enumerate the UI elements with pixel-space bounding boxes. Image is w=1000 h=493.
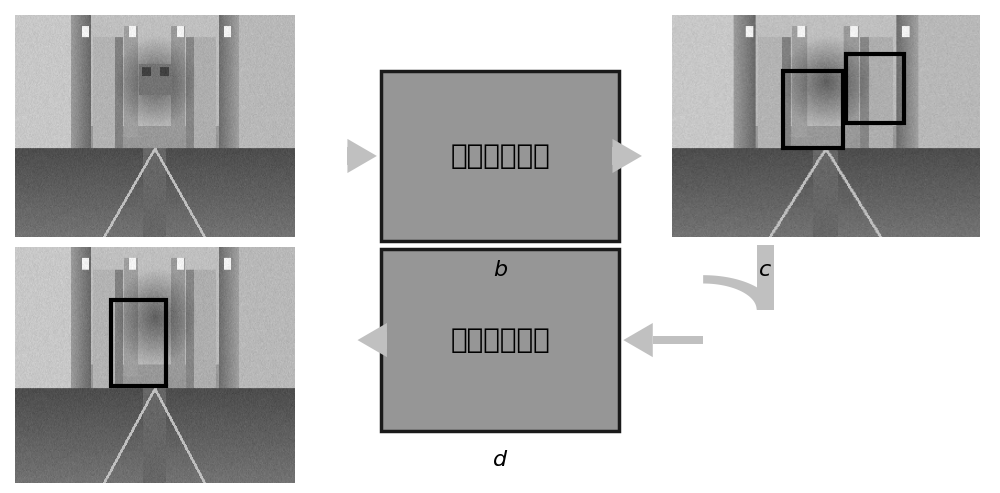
Bar — [783, 71, 843, 148]
Bar — [110, 300, 166, 386]
Polygon shape — [623, 323, 653, 357]
Text: 图像分类网络: 图像分类网络 — [450, 326, 550, 354]
Bar — [377, 331, 387, 349]
Bar — [347, 147, 358, 165]
Bar — [612, 147, 623, 165]
Bar — [757, 245, 774, 310]
Text: 目标检测网络: 目标检测网络 — [450, 142, 550, 170]
Bar — [381, 249, 619, 431]
Bar — [381, 70, 619, 242]
Polygon shape — [347, 139, 377, 173]
Text: a: a — [238, 260, 252, 281]
Text: e: e — [238, 450, 252, 470]
Text: d: d — [493, 450, 507, 470]
Polygon shape — [703, 275, 774, 310]
Bar — [653, 336, 703, 344]
Polygon shape — [612, 139, 642, 173]
Text: b: b — [493, 260, 507, 281]
Polygon shape — [358, 323, 387, 357]
Text: c: c — [759, 260, 771, 281]
Bar — [846, 54, 904, 123]
